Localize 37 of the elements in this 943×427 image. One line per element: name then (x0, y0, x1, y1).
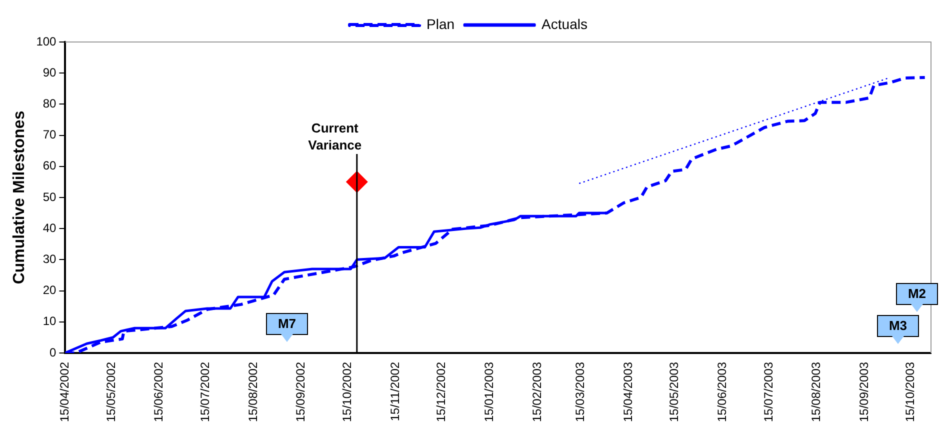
y-tick-label: 20 (42, 283, 57, 298)
x-tick-label: 15/11/2002 (388, 362, 402, 422)
y-tick-label: 90 (42, 65, 57, 80)
x-tick-label: 15/04/2002 (58, 362, 72, 422)
y-tick-label: 40 (42, 220, 57, 235)
x-tick-label: 15/09/2003 (856, 362, 871, 422)
annotation: M2 (896, 283, 938, 305)
y-tick-label: 10 (42, 314, 57, 328)
x-tick-label: 15/06/2002 (152, 362, 166, 422)
y-tick-label: 0 (50, 345, 57, 360)
x-tick-label: 15/07/2003 (761, 362, 776, 422)
annotation: M3 (877, 315, 919, 337)
ref-line-label: Current Variance (308, 120, 362, 153)
y-tick-label: 70 (42, 128, 57, 142)
x-tick-label: 15/09/2002 (294, 362, 308, 422)
y-tick-label: 30 (42, 252, 57, 266)
x-tick-label: 15/08/2003 (809, 362, 824, 422)
x-tick-label: 15/03/2003 (572, 362, 587, 422)
x-tick-label: 15/02/2003 (530, 362, 544, 422)
annotation: M7 (266, 313, 308, 335)
x-tick-label: 15/10/2003 (903, 362, 918, 422)
x-tick-label: 15/08/2002 (246, 362, 260, 422)
x-tick-label: 15/10/2002 (340, 362, 354, 422)
y-tick-label: 100 (36, 34, 57, 48)
legend-label: Plan (426, 16, 455, 32)
y-tick-label: 50 (42, 190, 57, 204)
y-axis-title: Cumulative Milestones (11, 110, 28, 284)
legend-label: Actuals (542, 16, 588, 32)
y-tick-label: 80 (42, 96, 57, 110)
x-tick-label: 15/12/2002 (434, 362, 448, 422)
x-tick-label: 15/06/2003 (714, 362, 729, 422)
x-tick-label: 15/05/2003 (667, 362, 682, 422)
x-tick-label: 15/07/2002 (198, 362, 212, 422)
x-tick-label: 15/05/2002 (104, 362, 118, 422)
x-tick-label: 15/04/2003 (620, 362, 635, 422)
x-tick-label: 15/01/2003 (482, 362, 496, 422)
y-tick-label: 60 (42, 158, 57, 173)
